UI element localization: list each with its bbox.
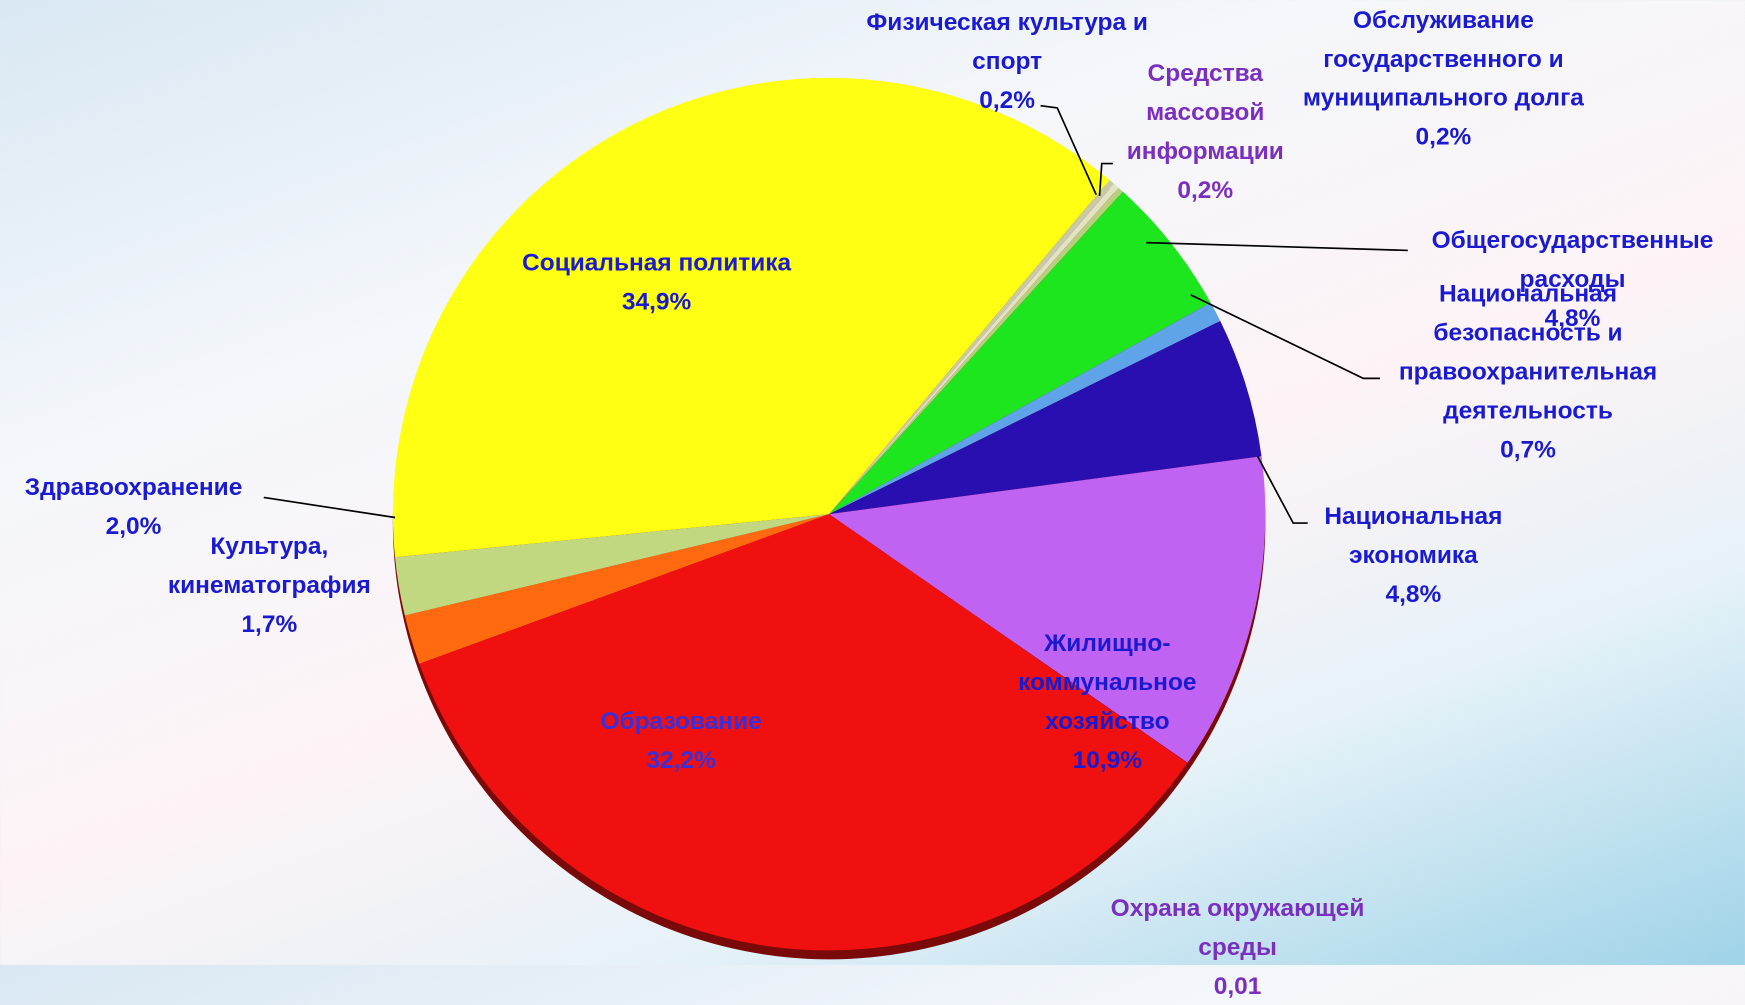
value-label: 0,2%: [979, 85, 1036, 114]
pie-slice: [829, 183, 1119, 515]
slice-label: Здравоохранение 2,0%: [0, 467, 267, 545]
value-label: 0,7%: [1500, 435, 1556, 463]
slices: [392, 77, 1266, 951]
value-label: 4,8%: [1385, 579, 1442, 608]
value-label: 1,7%: [241, 609, 298, 638]
pie-slice: [829, 302, 1221, 515]
category-label: Национальная безопасность и правоохранит…: [1398, 279, 1658, 425]
leader-line: [1256, 455, 1308, 524]
value-label: 4,8%: [1544, 303, 1601, 332]
slice-label: Охрана окружающей среды 0,01: [1071, 888, 1405, 1005]
slice-label: Общегосударственные расходы 4,8%: [1406, 220, 1740, 337]
category-label: Общегосударственные расходы: [1431, 225, 1714, 293]
pie-slice: [829, 191, 1211, 515]
slice-label: Образование 32,2%: [542, 701, 820, 779]
value-label: 34,9%: [621, 287, 692, 315]
category-label: Обслуживание государственного и муниципа…: [1302, 5, 1584, 112]
pie-slice: [404, 514, 830, 664]
pie-slice: [419, 514, 1188, 951]
slice-label: Жилищно-коммунальное хозяйство 10,9%: [996, 623, 1219, 779]
pie-slice: [392, 77, 1110, 558]
category-label: Средства массовой информации: [1126, 58, 1284, 165]
category-label: Охрана окружающей среды: [1110, 893, 1365, 961]
pie-slice: [829, 456, 1266, 763]
category-label: Национальная экономика: [1324, 501, 1503, 569]
value-label: 0,2%: [1415, 122, 1472, 151]
slice-label: Национальная безопасность и правоохранит…: [1372, 274, 1684, 469]
pie-slice: [829, 187, 1123, 515]
slice-label: Обслуживание государственного и муниципа…: [1271, 0, 1616, 156]
pie-slice: [829, 320, 1262, 515]
pie-svg: [263, 77, 1408, 960]
category-label: Физическая культура и спорт: [866, 7, 1148, 75]
category-label: Образование: [600, 706, 762, 735]
leader-line: [1146, 241, 1408, 252]
pie-slice: [829, 514, 1188, 764]
value-label: 10,9%: [1072, 745, 1143, 774]
leader-line: [1190, 294, 1380, 380]
value-label: 0,2%: [1177, 175, 1234, 204]
category-label: Жилищно-коммунальное хозяйство: [1018, 628, 1197, 735]
slice-label: Национальная экономика 4,8%: [1302, 496, 1525, 613]
slice-label: Средства массовой информации 0,2%: [1111, 53, 1300, 209]
leader-line: [263, 496, 396, 519]
slice-label: Культура, кинематография 1,7%: [141, 526, 397, 643]
category-label: Здравоохранение: [24, 472, 243, 501]
value-label: 0,01: [1213, 971, 1262, 1000]
leader-lines: [263, 104, 1408, 524]
slice-label: Физическая культура и спорт 0,2%: [840, 2, 1174, 119]
category-label: Социальная политика: [522, 248, 792, 276]
leader-line: [1040, 104, 1097, 196]
value-label: 2,0%: [105, 511, 162, 540]
category-label: Культура, кинематография: [167, 531, 371, 599]
leader-line: [1098, 162, 1113, 196]
pie-slice: [394, 514, 830, 616]
slice-label: Социальная политика 34,9%: [479, 243, 835, 321]
pie-slice: [829, 179, 1115, 515]
value-label: 32,2%: [646, 745, 716, 774]
